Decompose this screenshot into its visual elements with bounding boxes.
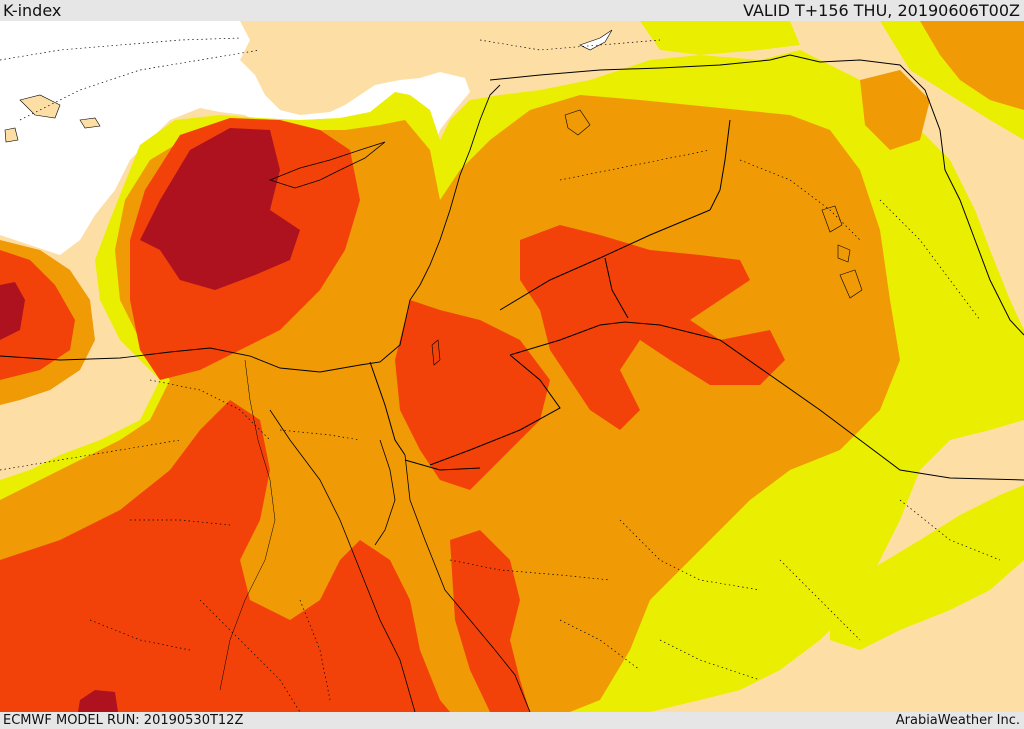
red-sea-east-coast (404, 454, 531, 712)
valid-time: VALID T+156 THU, 20190606T00Z (743, 1, 1020, 20)
aegean-islands (4, 94, 101, 143)
zone-high-south (0, 400, 450, 712)
lake-assad (564, 109, 591, 136)
border-jordan-saudi (509, 321, 1024, 481)
zone-high-levant (395, 300, 550, 490)
zone-highest (140, 128, 300, 290)
top-bar (0, 0, 1024, 21)
border-syria-iraq (489, 54, 791, 81)
zone-low-east (830, 485, 1024, 650)
mediterranean-sea (0, 21, 470, 255)
border-jordan-iraq (709, 119, 731, 211)
zone-high-west-blob (0, 250, 75, 380)
model-run-label: ECMWF MODEL RUN: 20190530T12Z (3, 713, 244, 728)
zone-high-arabia (450, 530, 530, 712)
border-syria-iraq-diag (499, 209, 711, 311)
border-egypt-israel (369, 361, 406, 456)
internal-borders (0, 37, 1001, 712)
border-saudi-north (404, 459, 481, 471)
zone-high-syria (520, 225, 785, 430)
zone-highest-west (0, 282, 25, 340)
border-jordan (429, 257, 629, 466)
dead-sea (431, 339, 441, 366)
iraq-lakes (821, 205, 863, 299)
credit-label: ArabiaWeather Inc. (895, 713, 1020, 728)
lake-van (579, 29, 613, 51)
border-iraq-iran (789, 54, 1024, 336)
nile-river (219, 359, 276, 691)
zone-mid-northeast (860, 21, 1024, 150)
cyprus-island (268, 141, 386, 189)
zone-highest-south (78, 690, 118, 712)
coastline (0, 84, 501, 373)
zone-low-north (640, 21, 1024, 140)
map-title: K-index (3, 1, 62, 20)
gulf-of-aqaba (374, 439, 396, 546)
k-index-map (0, 21, 1024, 712)
red-sea-west-coast (269, 409, 416, 712)
bottom-bar (0, 712, 1024, 729)
